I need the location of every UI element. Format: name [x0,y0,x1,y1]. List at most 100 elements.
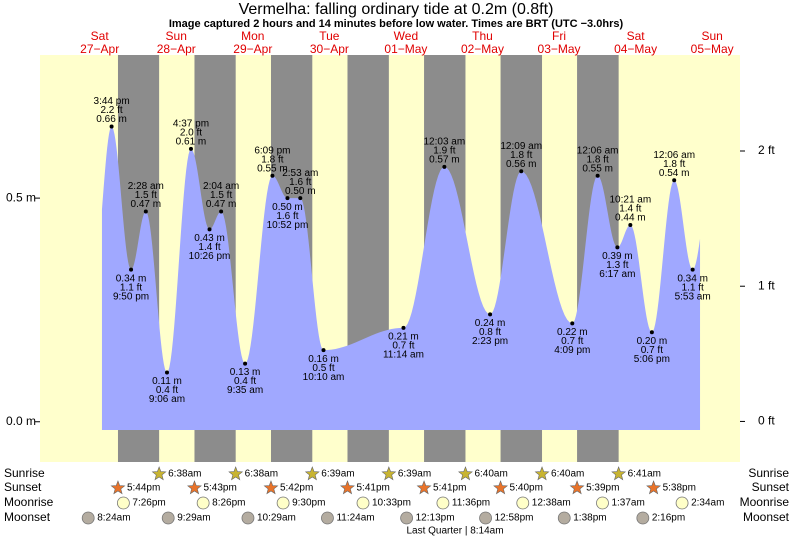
moonset-time: 1:38pm [573,513,606,524]
day-label: Sun [701,29,722,43]
sunrise-time: 6:41am [628,469,661,480]
sunrise-icon [458,466,473,481]
tide-label: 0.50 m [285,186,316,197]
tide-label: 0.61 m [176,137,207,148]
tide-label: 1.5 ft [135,190,157,201]
tide-label: 0.47 m [131,199,162,210]
sunrise-time: 6:40am [474,469,507,480]
moonrise-time: 10:33pm [372,498,411,509]
tide-label: 2:23 pm [472,336,508,347]
tide-point [164,370,169,375]
tide-label: 0.11 m [152,376,182,387]
tide-label: 0.4 ft [156,385,178,396]
tide-label: 12:06 am [577,145,619,156]
tide-label: 2:53 am [282,168,318,179]
y-tick-label: 0.5 m [6,190,36,204]
tide-label: 0.56 m [506,159,537,170]
day-label: Fri [552,29,566,43]
tide-label: 1.6 ft [289,177,311,188]
row-label: Moonset [743,510,790,524]
tide-label: 0.47 m [206,199,237,210]
tide-label: 2.2 ft [100,105,122,116]
tide-label: 1.1 ft [120,282,142,293]
tide-label: 2:28 am [128,181,164,192]
tide-label: 1.4 ft [198,242,220,253]
tide-label: 2:04 am [203,181,239,192]
tide-point [129,267,134,272]
moonset-time: 11:24am [336,513,374,524]
tide-label: 4:37 pm [173,119,209,130]
tide-label: 1.1 ft [682,282,704,293]
moonset-icon [321,511,334,525]
moonset-time: 8:24am [97,513,130,524]
row-label: Sunset [4,480,42,494]
sunrise-time: 6:38am [168,469,201,480]
tide-label: 0.57 m [429,154,460,165]
tide-label: 10:26 pm [189,251,231,262]
sunset-icon [569,480,585,495]
tide-label: 0.50 m [272,202,303,213]
moonrise-icon [596,496,609,510]
tide-label: 10:52 pm [267,220,309,231]
day-label: Wed [394,29,418,43]
moonset-icon [636,511,650,525]
moonrise-time: 8:26pm [212,498,245,509]
tide-label: 1.8 ft [663,159,685,170]
moonrise-icon [516,496,530,510]
tide-point [615,245,620,250]
sunset-time: 5:42pm [280,483,313,494]
tide-point [488,312,493,317]
tide-point [672,178,677,183]
moonset-icon [557,511,571,525]
sunset-time: 5:40pm [510,483,543,494]
moonset-time: 12:13pm [416,513,455,524]
day-label: Sat [627,29,646,43]
sunrise-icon [304,466,320,481]
tide-point [298,196,303,201]
tide-label: 0.22 m [557,327,588,338]
moonrise-icon [276,496,290,510]
moonset-icon [479,511,492,525]
tide-point [243,361,248,366]
tide-label: 1.9 ft [433,145,455,156]
tide-point [188,146,193,151]
tide-label: 0.4 ft [234,376,256,387]
moonset-time: 9:29am [177,513,210,524]
date-label: 28−Apr [157,42,196,56]
sunset-time: 5:41pm [356,483,389,494]
tide-point [321,348,326,353]
moonset-icon [241,511,255,525]
tide-label: 1.5 ft [210,190,232,201]
tide-point [519,169,524,174]
sunrise-time: 6:39am [398,469,431,480]
moonrise-icon [436,496,450,510]
moonrise-time: 7:26pm [132,498,165,509]
tide-label: 0.5 ft [312,363,334,374]
tide-label: 0.13 m [230,367,261,378]
tide-label: 0.55 m [582,163,613,174]
tide-label: 1.8 ft [587,154,609,165]
date-label: 27−Apr [80,42,119,56]
tide-label: 9:35 am [227,385,263,396]
moonrise-icon [356,496,370,510]
sunrise-icon [151,466,167,481]
plot-area [40,55,740,462]
sunset-icon [493,480,509,495]
tide-point [628,222,633,227]
tide-label: 12:06 am [653,150,695,161]
sunrise-time: 6:38am [245,469,278,480]
tide-label: 10:21 am [609,195,651,206]
tide-label: 0.20 m [637,336,668,347]
date-label: 02−May [461,42,504,56]
tide-label: 6:17 am [599,269,635,280]
tide-point [595,173,600,178]
day-label: Sun [166,29,187,43]
tide-label: 0.24 m [475,318,506,329]
moonrise-time: 11:36pm [452,498,490,509]
tide-label: 1.6 ft [276,211,298,222]
tide-label: 0.54 m [659,168,690,179]
tide-label: 4:09 pm [554,345,590,356]
tide-point [207,227,212,232]
tide-label: 0.43 m [194,233,225,244]
